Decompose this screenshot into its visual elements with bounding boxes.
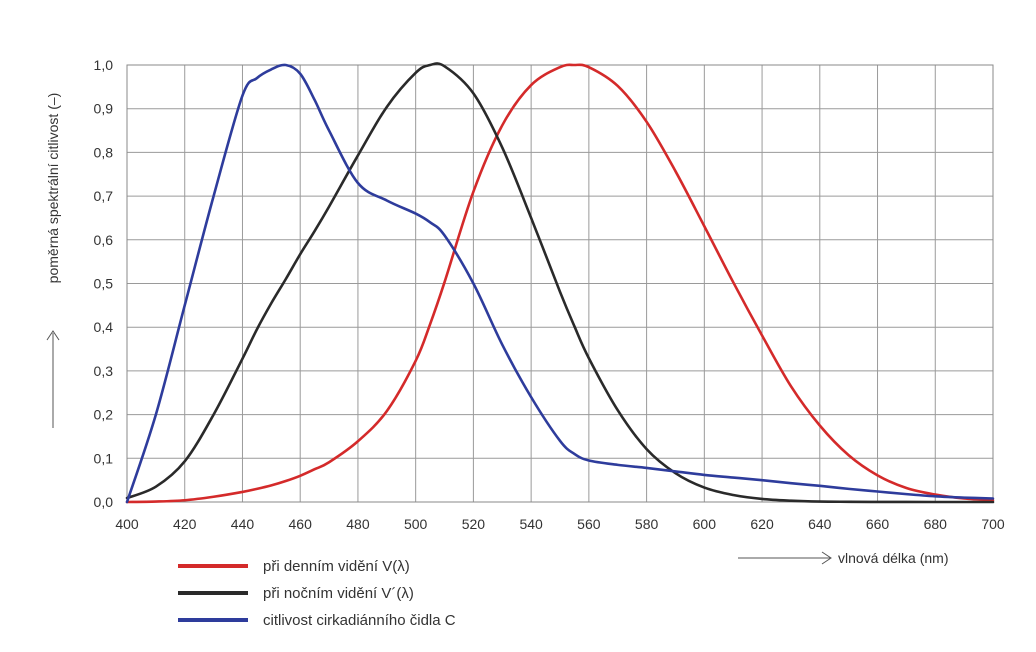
night-vision-curve (125, 62, 995, 504)
y-tick-label: 0,8 (94, 144, 114, 160)
x-tick-label: 480 (346, 516, 370, 532)
y-tick-label: 1,0 (94, 57, 114, 73)
grid (126, 64, 994, 503)
x-tick-label: 640 (808, 516, 832, 532)
y-tick-label: 0,0 (94, 494, 114, 510)
x-tick-label: 500 (404, 516, 428, 532)
legend-night-vision: při nočním vidění V´(λ) (263, 585, 414, 602)
y-tick-label: 0,4 (94, 319, 114, 335)
series-lines (125, 62, 995, 504)
legend-day-vision: při denním vidění V(λ) (263, 558, 410, 575)
y-tick-label: 0,3 (94, 363, 114, 379)
y-tick-label: 0,2 (94, 407, 114, 423)
plot-frame (126, 64, 994, 503)
y-tick-label: 0,7 (94, 188, 114, 204)
x-tick-label: 660 (866, 516, 890, 532)
x-tick-label: 460 (289, 516, 313, 532)
legend-circadian: citlivost cirkadiánního čidla C (263, 612, 456, 629)
y-axis-arrowhead (46, 330, 60, 341)
x-tick-label: 540 (519, 516, 543, 532)
y-tick-label: 0,5 (94, 276, 114, 292)
x-axis-arrowhead (821, 551, 832, 565)
x-tick-label: 400 (115, 516, 139, 532)
x-tick-label: 600 (693, 516, 717, 532)
x-tick-label: 700 (981, 516, 1005, 532)
y-axis-title: poměrná spektrální citlivost (–) (45, 93, 61, 284)
chart-background (40, 40, 1000, 600)
x-axis-title: vlnová délka (nm) (838, 550, 949, 566)
y-tick-label: 0,6 (94, 232, 114, 248)
x-tick-label: 560 (577, 516, 601, 532)
x-tick-label: 520 (462, 516, 486, 532)
legend: při denním vidění V(λ) při nočním vidění … (178, 558, 456, 629)
x-tick-label: 420 (173, 516, 197, 532)
y-tick-label: 0,9 (94, 101, 114, 117)
x-tick-label: 680 (924, 516, 948, 532)
axes: 400 420 440 460 480 500 520 540 560 580 600 620 640 6… (45, 57, 1005, 566)
x-tick-label: 440 (231, 516, 255, 532)
y-tick-label: 0,1 (94, 450, 114, 466)
x-tick-label: 580 (635, 516, 659, 532)
x-tick-label: 620 (750, 516, 774, 532)
day-vision-curve (125, 63, 995, 504)
circadian-curve (125, 63, 995, 504)
